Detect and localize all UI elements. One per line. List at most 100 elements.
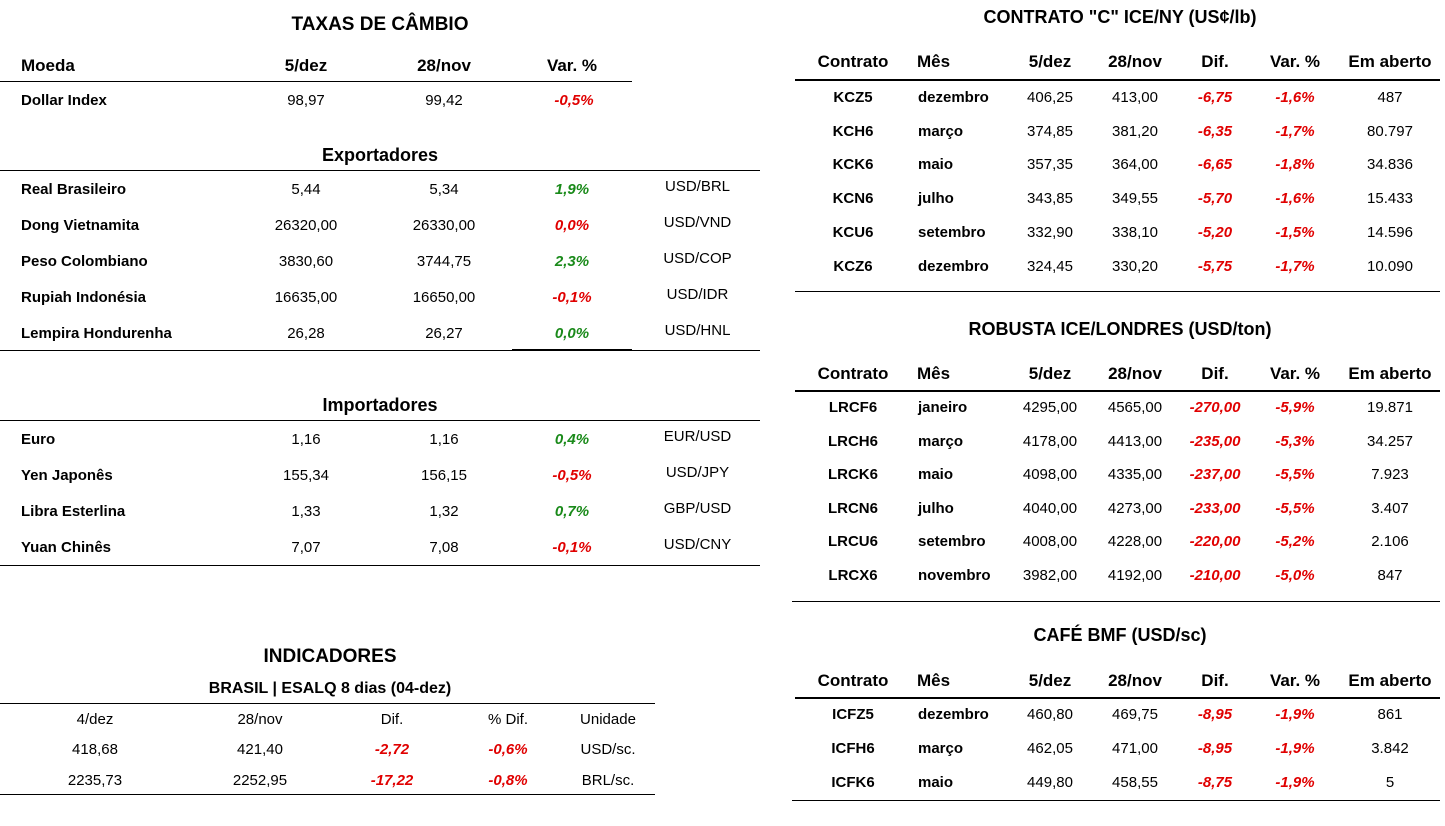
ice_ny-row-dif: -6,75 bbox=[1197, 89, 1233, 106]
robusta-row-d1: 4295,00 bbox=[1022, 399, 1078, 416]
robusta-row-contrato: LRCK6 bbox=[827, 466, 878, 484]
robusta-header-dif: Dif. bbox=[1201, 364, 1229, 383]
robusta-row-aberto: 34.257 bbox=[1367, 432, 1413, 450]
currency-name: Libra Esterlina bbox=[21, 503, 126, 520]
ice_ny-row-d2: 381,20 bbox=[1112, 122, 1158, 140]
indicadores-header-d1: 4/dez bbox=[76, 711, 114, 728]
indicador-unidade: BRL/sc. bbox=[581, 772, 635, 789]
ice_ny-row-dif: -6,65 bbox=[1197, 156, 1233, 174]
ice_ny-row-aberto: 14.596 bbox=[1367, 223, 1413, 241]
currency-name: Yuan Chinês bbox=[21, 539, 112, 556]
currency-d2: 5,34 bbox=[429, 181, 459, 198]
currency-name: Lempira Hondurenha bbox=[21, 325, 172, 342]
currency-d1: 1,16 bbox=[291, 431, 321, 448]
ice_ny-row-d2: 338,10 bbox=[1112, 223, 1158, 241]
currency-name: Yen Japonês bbox=[21, 467, 113, 484]
exportadores-var-underline bbox=[512, 349, 632, 351]
currency-pair: GBP/USD bbox=[663, 500, 732, 517]
dollar-index-d2: 99,42 bbox=[425, 92, 463, 109]
taxas-header-rule bbox=[0, 81, 632, 82]
bmf-row-aberto: 5 bbox=[1385, 774, 1395, 791]
robusta-row-var: -5,5% bbox=[1275, 466, 1315, 484]
robusta-row-d1: 4008,00 bbox=[1022, 533, 1078, 551]
currency-pair: USD/HNL bbox=[664, 322, 731, 339]
currency-pair: USD/IDR bbox=[666, 286, 729, 303]
indicadores-bottom-rule bbox=[0, 794, 655, 795]
taxas-header-moeda: Moeda bbox=[21, 56, 75, 75]
robusta-row-contrato: LRCH6 bbox=[827, 432, 878, 450]
robusta-row-dif: -235,00 bbox=[1189, 432, 1241, 450]
robusta-row-dif: -220,00 bbox=[1189, 533, 1241, 551]
bmf-header-aberto: Em aberto bbox=[1348, 671, 1432, 690]
ice_ny-row-aberto: 10.090 bbox=[1367, 257, 1413, 275]
exportadores-bottom-rule bbox=[0, 350, 760, 351]
robusta-row-d2: 4565,00 bbox=[1107, 399, 1163, 416]
ice_ny-row-mes: dezembro bbox=[918, 257, 989, 275]
currency-name: Real Brasileiro bbox=[21, 181, 127, 198]
ice_ny-row-contrato: KCH6 bbox=[832, 122, 874, 140]
currency-var: -0,5% bbox=[552, 467, 592, 484]
indicador-pdif: -0,8% bbox=[488, 772, 528, 789]
bmf-row-contrato: ICFH6 bbox=[831, 740, 875, 757]
indicadores-title: INDICADORES bbox=[263, 646, 397, 667]
currency-d1: 16635,00 bbox=[274, 289, 338, 306]
ice-ny-bottom-rule bbox=[795, 291, 1440, 292]
currency-d2: 156,15 bbox=[421, 467, 467, 484]
importadores-title: Importadores bbox=[322, 395, 438, 415]
robusta-row-var: -5,2% bbox=[1275, 533, 1315, 551]
bmf-header-var: Var. % bbox=[1269, 671, 1321, 690]
ice_ny-row-dif: -5,20 bbox=[1197, 223, 1233, 241]
currency-pair: USD/BRL bbox=[664, 178, 731, 195]
ice_ny-row-contrato: KCZ5 bbox=[833, 89, 873, 106]
ice_ny-row-mes: maio bbox=[918, 156, 954, 174]
currency-d2: 1,16 bbox=[429, 431, 459, 448]
indicador-d1: 2235,73 bbox=[67, 772, 123, 789]
bmf-header-mes: Mês bbox=[917, 671, 951, 690]
taxas-title: TAXAS DE CÂMBIO bbox=[291, 14, 469, 35]
robusta-row-d1: 4098,00 bbox=[1022, 466, 1078, 484]
ice_ny-row-aberto: 487 bbox=[1377, 89, 1403, 106]
bmf-header-dif: Dif. bbox=[1201, 671, 1229, 690]
ice_ny-row-d2: 330,20 bbox=[1112, 257, 1158, 275]
ice_ny-header-contrato: Contrato bbox=[817, 52, 889, 71]
dollar-index-var: -0,5% bbox=[554, 92, 594, 109]
currency-var: 0,0% bbox=[554, 217, 590, 234]
robusta-header-d2: 28/nov bbox=[1108, 364, 1162, 383]
taxas-header-d1: 5/dez bbox=[284, 56, 328, 75]
robusta-row-d2: 4413,00 bbox=[1107, 432, 1163, 450]
bmf-row-d2: 469,75 bbox=[1112, 706, 1158, 723]
robusta-row-contrato: LRCU6 bbox=[827, 533, 878, 551]
ice_ny-header-var: Var. % bbox=[1269, 52, 1321, 71]
ice_ny-header-d1: 5/dez bbox=[1028, 52, 1072, 71]
robusta-row-d2: 4273,00 bbox=[1107, 499, 1163, 517]
ice_ny-row-contrato: KCK6 bbox=[832, 156, 874, 174]
currency-d2: 1,32 bbox=[429, 503, 459, 520]
bmf-row-mes: dezembro bbox=[918, 706, 989, 723]
currency-pair: USD/COP bbox=[663, 250, 732, 267]
bmf-title: CAFÉ BMF (USD/sc) bbox=[1033, 625, 1207, 645]
importadores-bottom-rule bbox=[0, 565, 760, 566]
indicadores-header-pdif: % Dif. bbox=[487, 711, 528, 728]
ice_ny-row-contrato: KCN6 bbox=[832, 190, 874, 208]
robusta-row-d1: 4040,00 bbox=[1022, 499, 1078, 517]
currency-var: 0,0% bbox=[554, 325, 590, 342]
bmf-row-contrato: ICFK6 bbox=[831, 774, 875, 791]
currency-d2: 3744,75 bbox=[416, 253, 472, 270]
robusta-row-contrato: LRCN6 bbox=[827, 499, 878, 517]
bmf-row-contrato: ICFZ5 bbox=[832, 706, 874, 723]
robusta-row-aberto: 3.407 bbox=[1371, 499, 1409, 517]
currency-var: -0,1% bbox=[552, 289, 592, 306]
ice_ny-row-d2: 349,55 bbox=[1112, 190, 1158, 208]
ice_ny-header-dif: Dif. bbox=[1201, 52, 1229, 71]
robusta-row-var: -5,3% bbox=[1275, 432, 1315, 450]
ice_ny-row-var: -1,6% bbox=[1275, 89, 1315, 106]
ice_ny-header-mes: Mês bbox=[917, 52, 951, 71]
currency-pair: USD/JPY bbox=[665, 464, 730, 481]
bmf-row-d2: 471,00 bbox=[1112, 740, 1158, 757]
currency-d1: 1,33 bbox=[291, 503, 321, 520]
bmf-row-dif: -8,95 bbox=[1197, 740, 1233, 757]
ice_ny-row-mes: dezembro bbox=[918, 89, 989, 106]
ice_ny-row-d1: 332,90 bbox=[1027, 223, 1073, 241]
ice_ny-row-d2: 413,00 bbox=[1112, 89, 1158, 106]
currency-d2: 7,08 bbox=[429, 539, 459, 556]
